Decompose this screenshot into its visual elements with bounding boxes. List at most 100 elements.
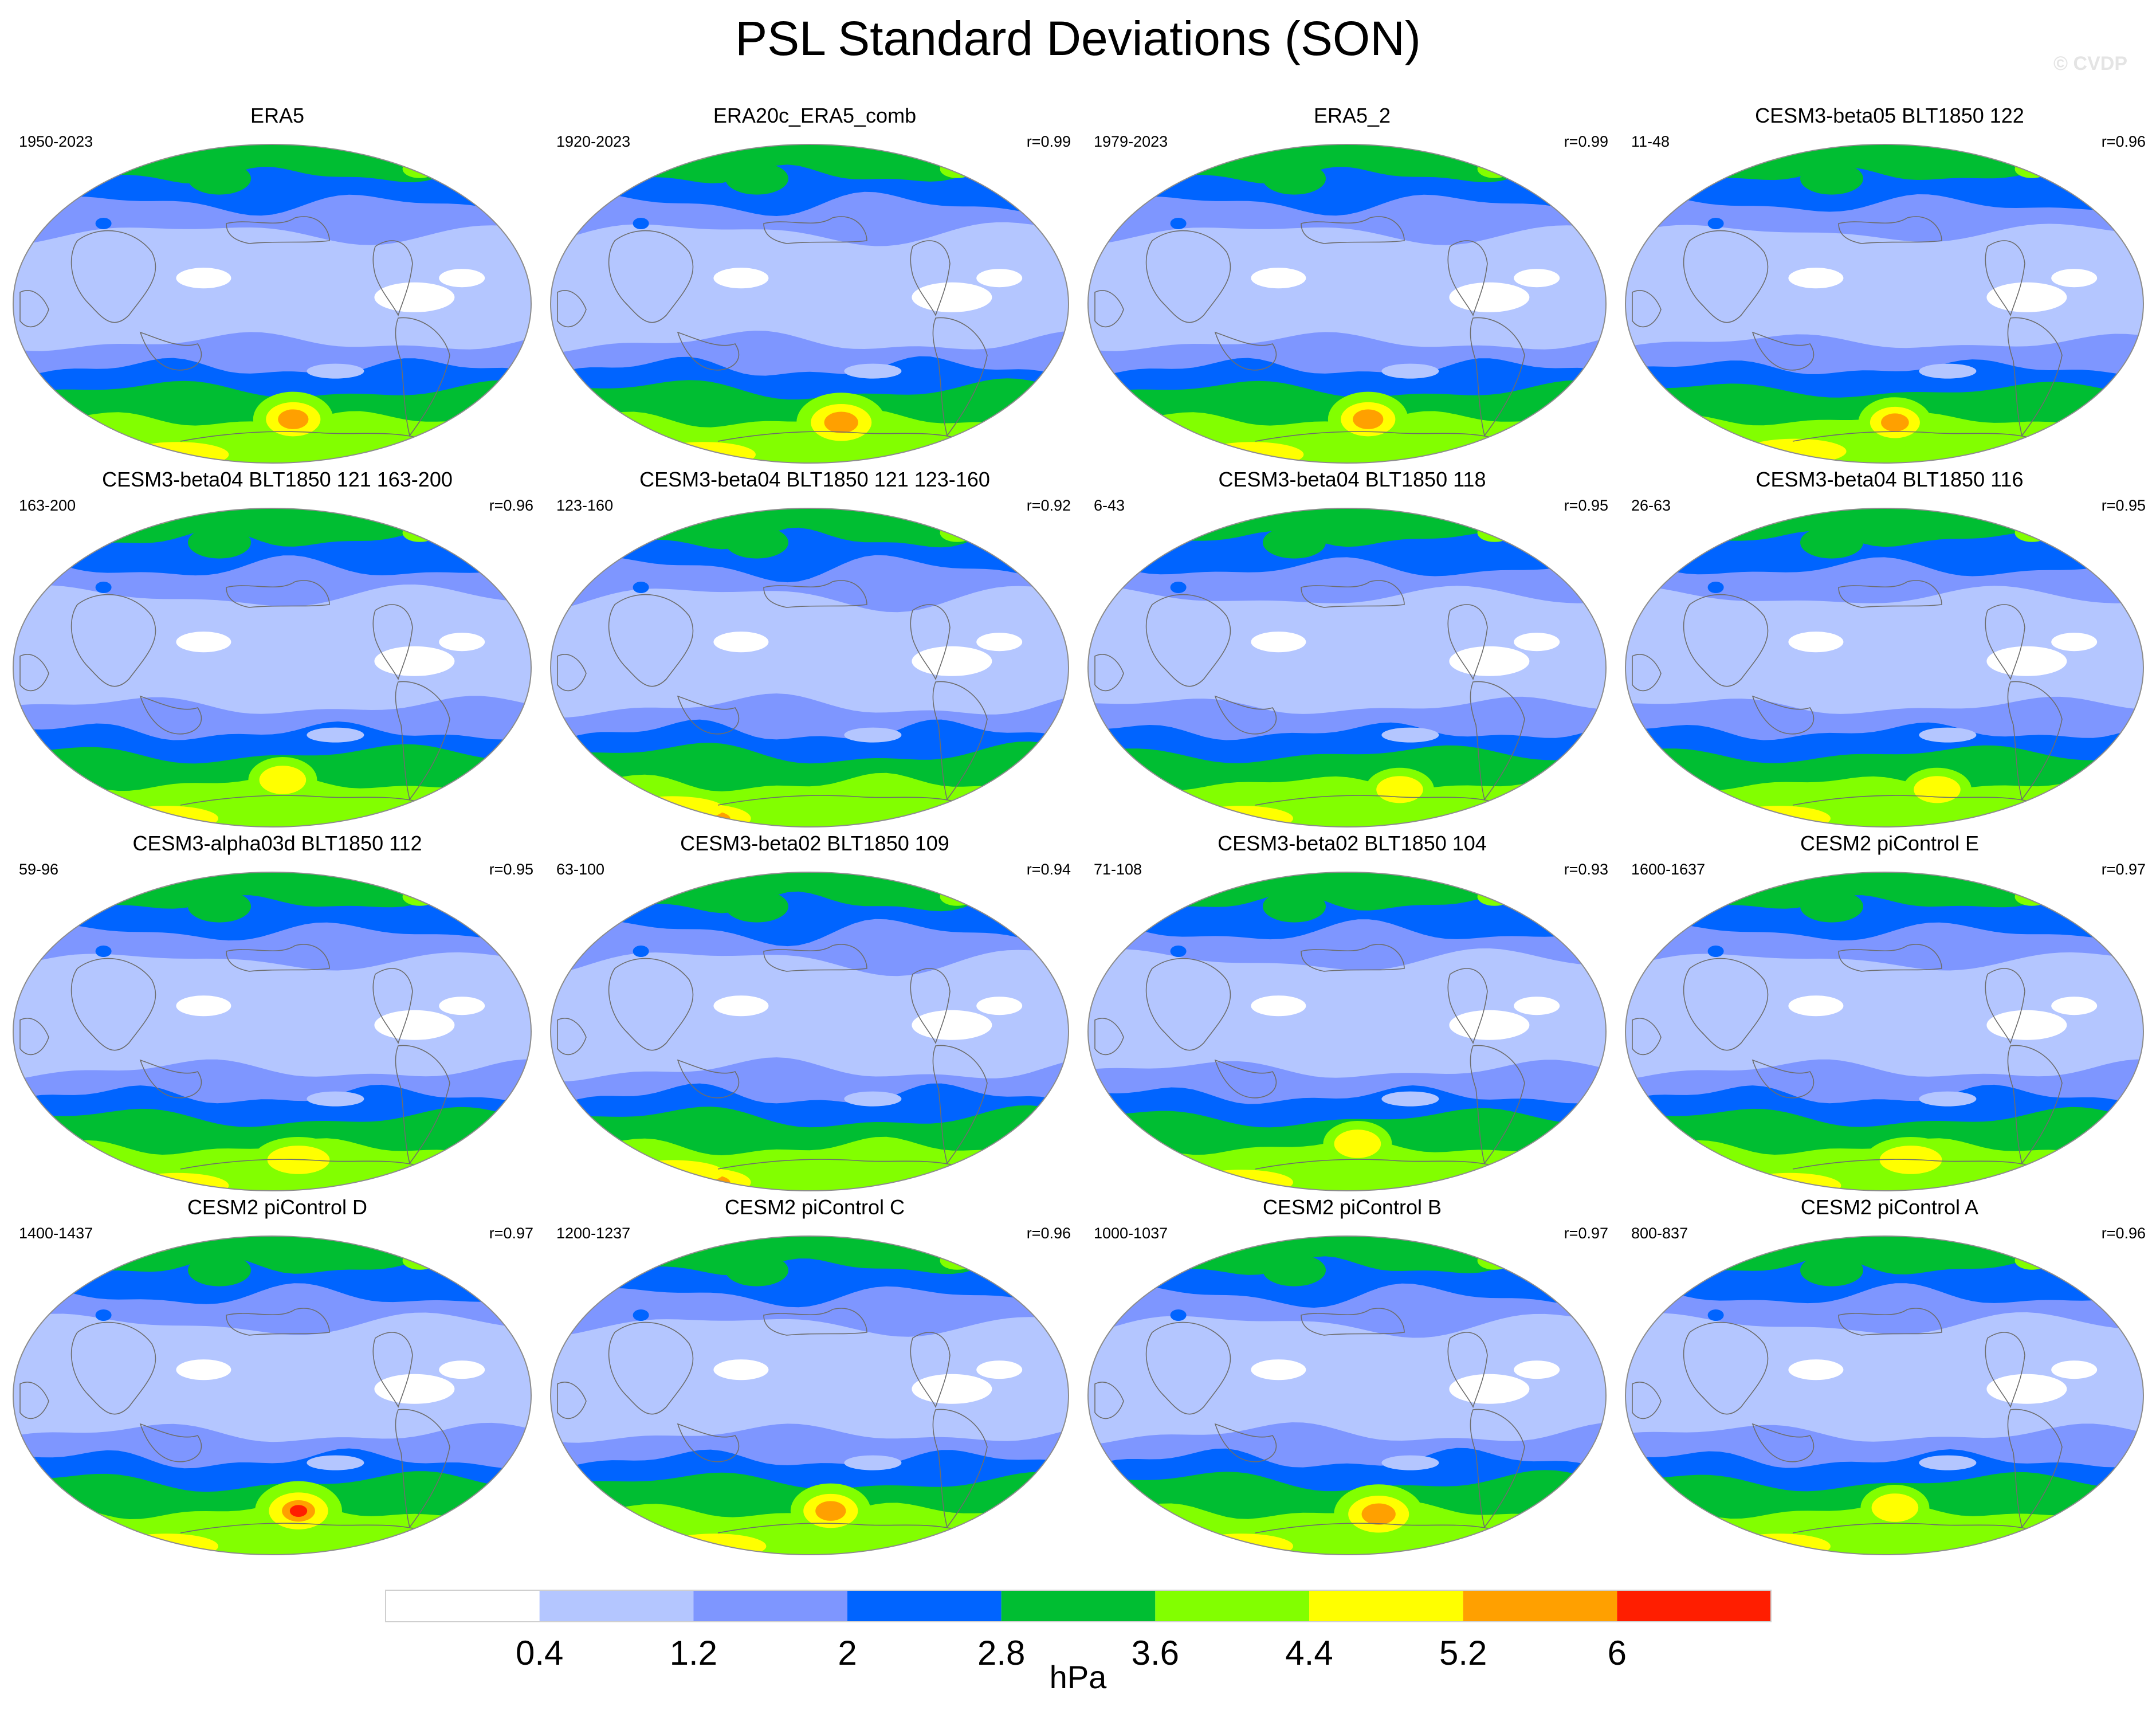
coastline: [1214, 695, 1277, 735]
panel-title: CESM2 piControl A: [1800, 1195, 1979, 1219]
coastline: [910, 240, 951, 317]
colorbar-tick-label: 1.2: [670, 1634, 717, 1672]
field-blob-north-lime: [1477, 523, 1512, 542]
coastline: [608, 594, 694, 687]
coastline: [372, 1332, 413, 1409]
map-outline: [550, 144, 1069, 464]
panel-years: 1920-2023: [556, 133, 631, 150]
field-blob-north-lime: [1696, 1236, 1788, 1255]
panel-title: CESM2 piControl B: [1262, 1195, 1442, 1219]
field-band-north-green: [13, 1236, 531, 1276]
coastline: [1094, 290, 1124, 328]
panel-pattern-correlation: r=0.94: [1026, 861, 1071, 878]
field-core-orange: [1387, 782, 1413, 798]
field-gap-south: [844, 363, 902, 379]
field-patch-white: [976, 269, 1023, 288]
colorbar-segment: [386, 1590, 540, 1622]
coastline: [763, 216, 867, 244]
map-outline: [1087, 508, 1607, 827]
panel-years: 1600-1637: [1631, 861, 1706, 878]
map-panel: ERA20c_ERA5_comb 1920-2023 r=0.99: [546, 103, 1083, 464]
field-core-orange: [815, 1501, 846, 1521]
panel-pattern-correlation: r=0.95: [489, 861, 533, 878]
coastline: [1985, 968, 2025, 1045]
panel-title: CESM3-alpha03d BLT1850 112: [132, 831, 422, 855]
field-core-orange: [1353, 409, 1384, 429]
field-blob-north-lime: [1477, 159, 1512, 178]
map-outline: [1625, 1236, 2144, 1555]
field-core-red: [289, 1505, 308, 1517]
coastline: [372, 240, 413, 317]
map-outline: [1087, 872, 1607, 1191]
coastline: [1683, 594, 1769, 687]
field-blob-north-green: [725, 526, 788, 559]
field-patch-white: [1514, 269, 1560, 288]
coastline: [1838, 216, 1942, 244]
map-panel: CESM3-beta04 BLT1850 121 163-200 163-200 r…: [9, 467, 546, 827]
panel-pattern-correlation: r=0.96: [2101, 1225, 2146, 1242]
field-band-north-green: [1088, 508, 1606, 548]
coastline: [1838, 580, 1942, 608]
coastline: [1792, 1523, 2034, 1533]
field-spot-blue: [1170, 582, 1187, 593]
coastline: [1632, 1382, 1662, 1419]
colorbar-segment: [693, 1590, 847, 1622]
coastline: [19, 654, 49, 692]
panel-pattern-correlation: r=0.95: [1564, 497, 1608, 514]
coastline: [557, 290, 587, 328]
field-blob-north-lime: [1477, 1251, 1512, 1270]
field-spot-blue: [1707, 218, 1724, 229]
coastline: [717, 795, 959, 806]
coastline: [1301, 216, 1405, 244]
coastline: [1838, 1308, 1942, 1336]
psl-stddev-map: [1087, 872, 1607, 1191]
field-gap-south: [1381, 727, 1439, 743]
map-outline: [550, 1236, 1069, 1555]
coastline: [1985, 240, 2025, 317]
panel-title: CESM2 piControl C: [724, 1195, 905, 1219]
map-outline: [13, 144, 532, 464]
field-patch-white: [1788, 632, 1844, 653]
map-panel: CESM3-beta02 BLT1850 109 63-100 r=0.94: [546, 831, 1083, 1191]
field-gap-south: [307, 1455, 364, 1470]
field-blob-north-lime: [940, 523, 975, 542]
coastline: [717, 1159, 959, 1170]
coastline: [2007, 681, 2063, 801]
coastline: [226, 216, 330, 244]
field-blob-north-lime: [1696, 144, 1788, 163]
field-spot-blue: [1170, 1309, 1187, 1321]
coastline: [1214, 1423, 1277, 1462]
map-panel: ERA5 1950-2023: [9, 103, 546, 464]
psl-stddev-map: [550, 872, 1069, 1191]
field-core-orange: [269, 771, 296, 789]
map-panel: CESM3-alpha03d BLT1850 112 59-96 r=0.95: [9, 831, 546, 1191]
field-blob-north-lime: [1158, 508, 1251, 527]
psl-stddev-map: [550, 508, 1069, 827]
field-band-north-green: [1625, 1236, 2143, 1276]
field-patch-white: [176, 632, 231, 653]
panel-pattern-correlation: r=0.97: [1564, 1225, 1608, 1242]
coastline: [1255, 431, 1497, 442]
coastline: [139, 695, 202, 735]
coastline: [932, 1409, 988, 1528]
coastline: [1255, 795, 1497, 806]
field-patch-white: [1986, 646, 2067, 676]
map-panel: CESM3-beta04 BLT1850 121 123-160 123-160 r…: [546, 467, 1083, 827]
psl-stddev-map: [1625, 508, 2144, 827]
field-blob-north-lime: [2014, 887, 2049, 906]
map-panel: ERA5_2 1979-2023 r=0.99: [1083, 103, 1621, 464]
coastline: [2007, 1409, 2063, 1528]
field-patch-white: [1986, 1374, 2067, 1404]
field-patch-white: [176, 1359, 231, 1380]
field-band-north-green: [1625, 508, 2143, 548]
map-outline: [13, 508, 532, 827]
field-patch-white: [713, 995, 769, 1017]
field-blob-north-lime: [402, 523, 437, 542]
field-gap-south: [307, 363, 364, 379]
field-blob-north-lime: [940, 159, 975, 178]
coastline: [1145, 1321, 1231, 1415]
coastline: [717, 431, 959, 442]
map-panel: CESM2 piControl E 1600-1637 r=0.97: [1621, 831, 2156, 1191]
psl-stddev-map: [13, 144, 532, 464]
panel-title: CESM3-beta02 BLT1850 104: [1218, 831, 1487, 855]
